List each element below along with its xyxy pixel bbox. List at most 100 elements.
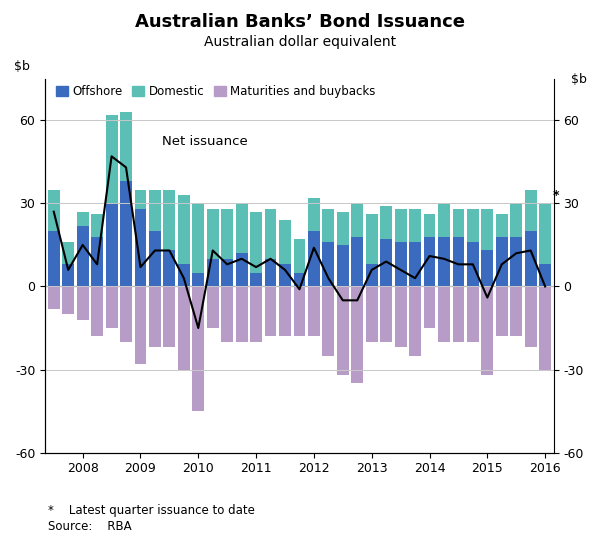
Bar (279, 220, 291, 264)
Bar (48, 231, 59, 286)
Text: *: * (553, 189, 560, 202)
Bar (424, 214, 436, 237)
Bar (77, 225, 89, 286)
Bar (395, 286, 407, 348)
Bar (106, 286, 118, 328)
Bar (106, 115, 118, 204)
Text: *    Latest quarter issuance to date: * Latest quarter issuance to date (48, 504, 255, 516)
Bar (511, 237, 522, 286)
Bar (250, 212, 262, 273)
Bar (467, 286, 479, 342)
Bar (496, 237, 508, 286)
Bar (322, 286, 334, 356)
Bar (221, 209, 233, 259)
Bar (337, 245, 349, 286)
Bar (352, 237, 363, 286)
Bar (452, 286, 464, 342)
Bar (91, 237, 103, 286)
Bar (193, 273, 204, 286)
Text: Net issuance: Net issuance (162, 135, 248, 148)
Bar (525, 286, 536, 348)
Bar (511, 204, 522, 237)
Bar (409, 242, 421, 286)
Bar (149, 190, 161, 231)
Bar (308, 231, 320, 286)
Bar (250, 286, 262, 342)
Bar (120, 181, 132, 286)
Bar (221, 259, 233, 286)
Bar (120, 286, 132, 342)
Bar (496, 286, 508, 336)
Bar (539, 204, 551, 264)
Bar (134, 190, 146, 209)
Bar (178, 195, 190, 264)
Bar (77, 212, 89, 225)
Bar (438, 286, 450, 342)
Legend: Offshore, Domestic, Maturities and buybacks: Offshore, Domestic, Maturities and buyba… (56, 85, 376, 98)
Bar (120, 112, 132, 181)
Bar (207, 209, 218, 259)
Bar (265, 286, 277, 336)
Bar (77, 286, 89, 320)
Bar (193, 286, 204, 411)
Bar (178, 286, 190, 369)
Bar (481, 286, 493, 375)
Bar (163, 251, 175, 286)
Bar (352, 204, 363, 237)
Bar (236, 286, 248, 342)
Bar (293, 239, 305, 273)
Bar (48, 190, 59, 231)
Bar (424, 286, 436, 328)
Bar (207, 259, 218, 286)
Bar (193, 204, 204, 273)
Bar (279, 286, 291, 336)
Bar (409, 209, 421, 242)
Bar (467, 242, 479, 286)
Bar (250, 273, 262, 286)
Bar (163, 190, 175, 251)
Bar (525, 190, 536, 231)
Bar (337, 212, 349, 245)
Bar (352, 286, 363, 383)
Bar (438, 204, 450, 237)
Text: Source:    RBA: Source: RBA (48, 520, 131, 532)
Bar (62, 286, 74, 314)
Bar (539, 264, 551, 286)
Bar (380, 206, 392, 239)
Bar (452, 237, 464, 286)
Bar (265, 259, 277, 286)
Bar (395, 242, 407, 286)
Bar (91, 286, 103, 336)
Bar (149, 231, 161, 286)
Bar (481, 251, 493, 286)
Bar (134, 286, 146, 364)
Bar (106, 204, 118, 286)
Bar (511, 286, 522, 336)
Bar (293, 286, 305, 336)
Bar (163, 286, 175, 348)
Bar (380, 239, 392, 286)
Bar (525, 231, 536, 286)
Text: Australian dollar equivalent: Australian dollar equivalent (204, 35, 396, 49)
Y-axis label: $b: $b (14, 60, 30, 73)
Text: Australian Banks’ Bond Issuance: Australian Banks’ Bond Issuance (135, 13, 465, 31)
Bar (293, 273, 305, 286)
Bar (62, 242, 74, 264)
Bar (539, 286, 551, 369)
Bar (207, 286, 218, 328)
Bar (91, 214, 103, 237)
Bar (380, 286, 392, 342)
Bar (366, 286, 377, 342)
Bar (149, 286, 161, 348)
Bar (236, 253, 248, 286)
Bar (322, 209, 334, 242)
Bar (395, 209, 407, 242)
Bar (221, 286, 233, 342)
Bar (409, 286, 421, 356)
Bar (134, 209, 146, 286)
Bar (496, 214, 508, 237)
Bar (48, 286, 59, 309)
Bar (481, 209, 493, 251)
Bar (236, 204, 248, 253)
Bar (62, 264, 74, 286)
